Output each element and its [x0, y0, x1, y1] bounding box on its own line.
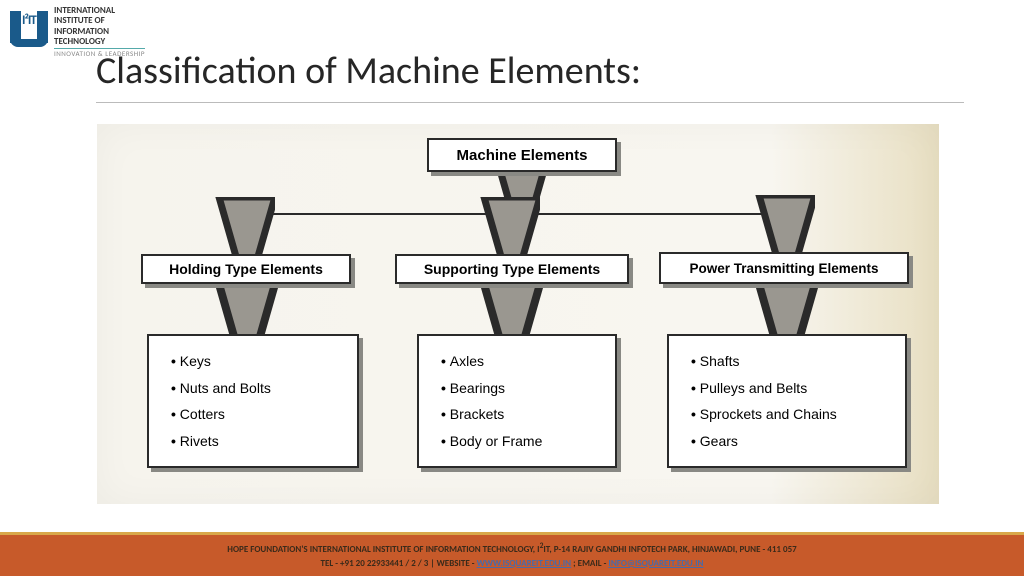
email-link[interactable]: INFO@ISQUAREIT.EDU.IN	[608, 558, 703, 569]
list-item: Sprockets and Chains	[691, 401, 889, 428]
items-box-power: Shafts Pulleys and Belts Sprockets and C…	[667, 334, 907, 468]
items-box-supporting: Axles Bearings Brackets Body or Frame	[417, 334, 617, 468]
list-item: Cotters	[171, 401, 341, 428]
slide-title: Classification of Machine Elements:	[96, 48, 964, 103]
list-item: Nuts and Bolts	[171, 375, 341, 402]
root-node: Machine Elements	[427, 138, 617, 172]
list-item: Bearings	[441, 375, 599, 402]
list-item: Brackets	[441, 401, 599, 428]
footer-text: HOPE FOUNDATION'S INTERNATIONAL INSTITUT…	[0, 541, 1024, 570]
list-item: Pulleys and Belts	[691, 375, 889, 402]
list-item: Axles	[441, 348, 599, 375]
category-node-holding: Holding Type Elements	[141, 254, 351, 284]
list-item: Gears	[691, 428, 889, 455]
logo-mark-text: I²IT	[22, 13, 36, 28]
classification-diagram: Machine Elements Holding Type Elements S…	[97, 124, 939, 504]
list-item: Body or Frame	[441, 428, 599, 455]
list-item: Rivets	[171, 428, 341, 455]
logo-shield-icon: I²IT	[10, 11, 48, 53]
list-item: Shafts	[691, 348, 889, 375]
list-item: Keys	[171, 348, 341, 375]
items-box-holding: Keys Nuts and Bolts Cotters Rivets	[147, 334, 359, 468]
website-link[interactable]: WWW.ISQUAREIT.EDU.IN	[477, 558, 572, 569]
category-node-supporting: Supporting Type Elements	[395, 254, 629, 284]
category-node-power: Power Transmitting Elements	[659, 252, 909, 284]
